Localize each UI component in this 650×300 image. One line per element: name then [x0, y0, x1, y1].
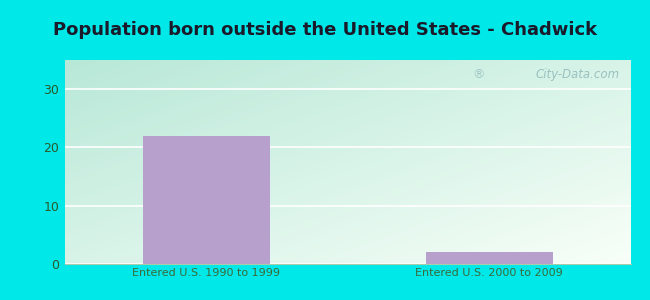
Bar: [426, 252, 552, 264]
Text: ®: ®: [472, 68, 485, 81]
Text: Population born outside the United States - Chadwick: Population born outside the United State…: [53, 21, 597, 39]
Bar: [143, 136, 270, 264]
Text: City-Data.com: City-Data.com: [535, 68, 619, 81]
